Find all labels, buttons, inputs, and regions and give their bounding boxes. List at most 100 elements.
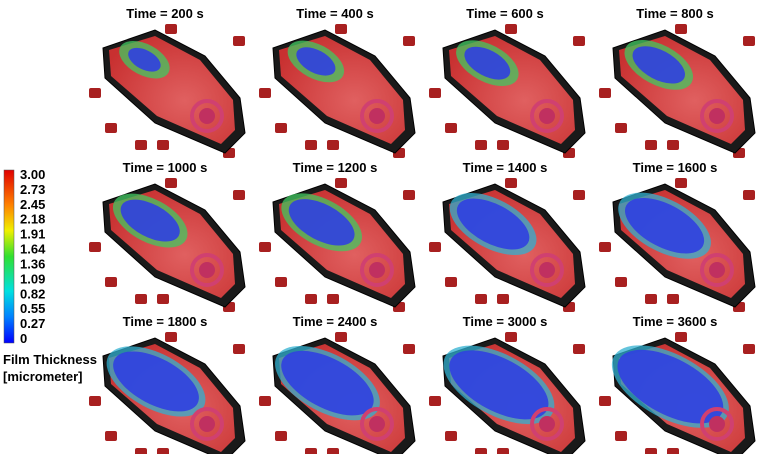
colorbar-tick-label: 2.73	[20, 182, 45, 197]
colorbar-tick-label: 2.45	[20, 197, 45, 212]
mount-tab	[157, 140, 169, 150]
mount-tab	[403, 190, 415, 200]
film-thin	[113, 351, 199, 412]
mount-tab	[645, 294, 657, 304]
mount-tab	[305, 140, 317, 150]
film-thin	[281, 350, 374, 416]
film-thin	[632, 46, 685, 84]
mount-tab	[475, 448, 487, 458]
panels: Time = 200 s Time = 400 s Time = 600 s Time…	[89, 6, 756, 459]
mount-tab	[667, 140, 679, 150]
lamp-core	[539, 262, 555, 278]
mount-tab	[573, 36, 585, 46]
headlight-panel	[259, 178, 416, 312]
headlight-panel	[89, 24, 246, 158]
mount-tab	[497, 294, 509, 304]
mount-tab	[615, 431, 627, 441]
lamp-ring	[530, 253, 564, 287]
film-thin	[456, 198, 530, 250]
mount-tab	[105, 277, 117, 287]
lamp-core	[199, 262, 215, 278]
mount-tab	[335, 24, 347, 34]
mount-tab	[675, 332, 687, 342]
mount-tab	[505, 332, 517, 342]
lamp-ring	[530, 407, 564, 441]
headlight-panel	[89, 178, 246, 312]
mount-tab	[573, 190, 585, 200]
mount-tab	[675, 24, 687, 34]
headlight-panel	[89, 332, 246, 459]
headlight-panel	[259, 24, 416, 158]
mount-tab	[165, 24, 177, 34]
mount-tab	[445, 431, 457, 441]
mount-tab	[259, 396, 271, 406]
panel-title: Time = 600 s	[466, 6, 543, 21]
panel-title: Time = 200 s	[126, 6, 203, 21]
panel-title: Time = 1800 s	[123, 314, 208, 329]
mount-tab	[233, 190, 245, 200]
colorbar	[3, 169, 15, 344]
mount-tab	[505, 178, 517, 188]
film-thin	[288, 199, 355, 246]
film-thin	[120, 199, 180, 242]
panel-title: Time = 1000 s	[123, 160, 208, 175]
mount-tab	[89, 88, 101, 98]
mount-tab	[667, 448, 679, 458]
panel-title: Time = 2400 s	[293, 314, 378, 329]
mount-tab	[327, 140, 339, 150]
mount-tab	[445, 123, 457, 133]
mount-tab	[615, 123, 627, 133]
mount-tab	[645, 448, 657, 458]
lamp-core	[199, 108, 215, 124]
headlight-panel	[429, 24, 586, 158]
colorbar-tick-label: 3.00	[20, 167, 45, 182]
film-thin	[449, 350, 549, 420]
mount-tab	[157, 448, 169, 458]
mount-tab	[645, 140, 657, 150]
mount-tab	[89, 242, 101, 252]
mount-tab	[743, 344, 755, 354]
colorbar-tick-label: 0	[20, 331, 27, 346]
lamp-core	[709, 416, 725, 432]
mount-tab	[475, 140, 487, 150]
lamp-ring	[360, 99, 394, 133]
mount-tab	[445, 277, 457, 287]
panel-title: Time = 400 s	[296, 6, 373, 21]
mount-tab	[403, 344, 415, 354]
film-thin	[625, 198, 705, 254]
lamp-ring	[700, 99, 734, 133]
lamp-core	[369, 416, 385, 432]
lamp-core	[369, 262, 385, 278]
mount-tab	[505, 24, 517, 34]
colorbar-tick-label: 1.36	[20, 256, 45, 271]
lamp-ring	[190, 253, 224, 287]
colorbar-tick-label: 1.64	[20, 242, 46, 257]
mount-tab	[573, 344, 585, 354]
colorbar-tick-label: 2.18	[20, 212, 45, 227]
headlight-panel	[429, 332, 586, 459]
film-thin	[464, 46, 511, 80]
colorbar-title: [micrometer]	[3, 369, 82, 384]
headlight-panel	[599, 332, 756, 459]
mount-tab	[259, 88, 271, 98]
mount-tab	[305, 294, 317, 304]
mount-tab	[429, 242, 441, 252]
mount-tab	[275, 431, 287, 441]
lamp-core	[709, 262, 725, 278]
mount-tab	[497, 140, 509, 150]
mount-tab	[667, 294, 679, 304]
mount-tab	[105, 123, 117, 133]
lamp-ring	[530, 99, 564, 133]
lamp-ring	[360, 407, 394, 441]
panel-title: Time = 3000 s	[463, 314, 548, 329]
colorbar-tick-label: 1.09	[20, 271, 45, 286]
mount-tab	[135, 294, 147, 304]
lamp-core	[369, 108, 385, 124]
film-thin	[617, 349, 724, 424]
lamp-ring	[700, 407, 734, 441]
mount-tab	[135, 448, 147, 458]
mount-tab	[89, 396, 101, 406]
colorbar-tick-label: 1.91	[20, 227, 45, 242]
panel-title: Time = 3600 s	[633, 314, 718, 329]
